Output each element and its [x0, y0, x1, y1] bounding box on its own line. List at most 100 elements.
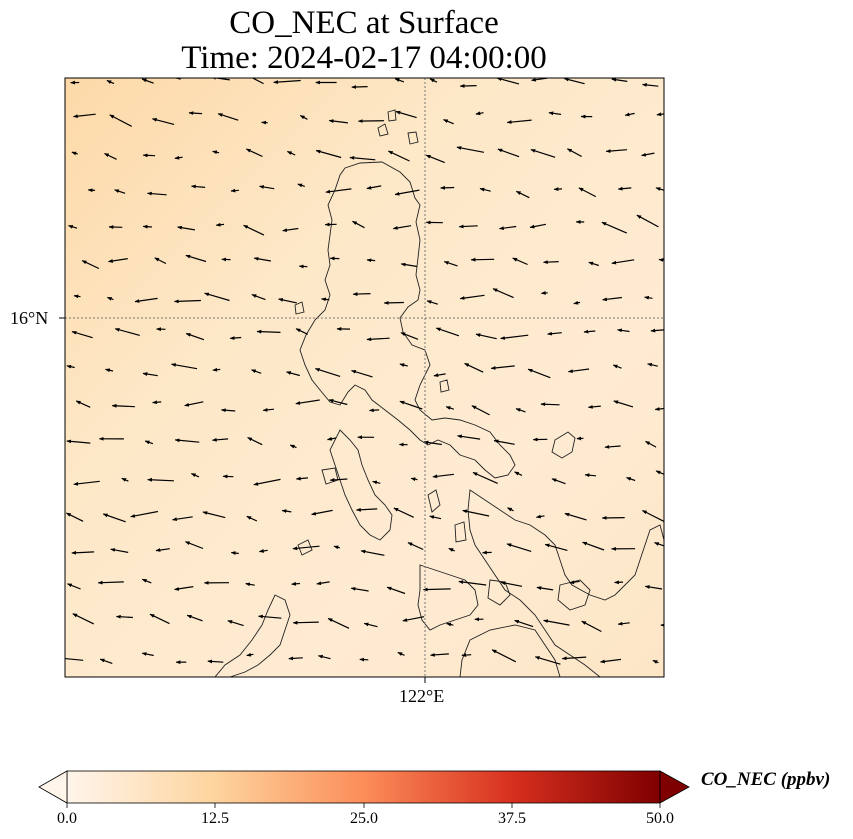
wind-arrow — [472, 471, 498, 484]
wind-arrow — [356, 507, 378, 512]
wind-arrow — [66, 439, 91, 444]
wind-arrow — [402, 616, 425, 622]
wind-arrow — [644, 585, 663, 590]
wind-arrow — [286, 150, 296, 156]
wind-arrow — [115, 614, 133, 619]
wind-arrow — [171, 363, 198, 370]
wind-arrow — [645, 440, 657, 448]
wind-arrow — [613, 400, 634, 408]
wind-arrow — [392, 225, 412, 230]
colorbar-tick-label: 12.5 — [201, 810, 229, 827]
wind-arrow — [602, 296, 622, 302]
wind-arrow — [506, 543, 532, 552]
wind-arrow — [426, 300, 438, 305]
wind-arrow — [251, 369, 262, 374]
wind-arrow — [636, 214, 659, 228]
coastline-islet — [387, 109, 397, 122]
wind-arrow — [99, 658, 113, 664]
wind-arrow — [141, 578, 152, 584]
wind-arrow — [211, 437, 229, 442]
wind-arrow — [496, 78, 520, 85]
wind-arrow — [65, 657, 84, 661]
wind-arrow — [448, 547, 456, 552]
wind-arrow — [422, 587, 451, 592]
wind-arrow — [229, 336, 242, 340]
wind-arrow — [278, 298, 297, 304]
wind-arrow — [155, 548, 170, 552]
wind-arrow — [333, 545, 341, 550]
wind-arrow — [188, 111, 203, 116]
wind-arrow — [259, 185, 275, 190]
wind-arrow — [383, 300, 404, 305]
wind-arrow — [470, 257, 495, 262]
wind-arrow — [110, 548, 129, 553]
wind-arrow — [184, 401, 204, 407]
wind-arrow — [246, 652, 254, 657]
wind-arrow — [134, 297, 158, 303]
wind-arrow — [327, 617, 350, 629]
wind-arrow — [601, 221, 628, 234]
wind-arrow — [581, 620, 602, 633]
wind-arrow — [588, 261, 599, 267]
wind-arrow — [71, 330, 93, 339]
wind-arrow — [387, 150, 410, 162]
wind-arrow — [142, 372, 158, 377]
coastline-islet — [297, 539, 313, 556]
wind-arrow — [641, 509, 664, 523]
coastline-islet — [454, 521, 467, 543]
wind-arrow — [71, 550, 95, 555]
wind-arrow — [475, 111, 484, 116]
wind-arrow — [644, 295, 653, 300]
wind-arrow — [251, 294, 266, 301]
wind-arrow — [423, 440, 442, 446]
wind-arrow — [500, 334, 529, 340]
wind-arrow — [111, 403, 135, 408]
wind-arrow — [114, 189, 126, 194]
wind-arrow — [190, 473, 200, 478]
wind-arrow — [211, 78, 230, 81]
wind-arrow — [253, 256, 272, 262]
wind-arrow — [527, 368, 551, 379]
wind-vectors — [65, 78, 664, 665]
coastline-islet — [439, 379, 450, 393]
wind-arrow — [147, 477, 174, 482]
wind-arrow — [612, 364, 622, 369]
colorbar-label: CO_NEC (ppbv) — [701, 769, 831, 790]
wind-arrow — [273, 79, 301, 85]
wind-arrow — [366, 337, 390, 342]
wind-arrow — [212, 367, 221, 372]
coastline-bataan — [329, 429, 393, 541]
wind-arrow — [366, 258, 376, 263]
wind-arrow — [230, 188, 239, 193]
lat-tick-label: 16°N — [10, 308, 49, 328]
wind-arrow — [569, 580, 580, 585]
wind-arrow — [292, 545, 320, 551]
wind-arrow — [281, 509, 292, 514]
map-title-line1: CO_NEC at Surface — [229, 5, 499, 41]
wind-arrow — [399, 363, 408, 367]
wind-arrow — [475, 333, 497, 340]
coastline-mindoro — [417, 564, 479, 631]
wind-arrow — [142, 153, 156, 158]
co-concentration-field — [65, 78, 664, 677]
wind-arrow — [540, 402, 560, 407]
wind-arrow — [490, 365, 515, 370]
wind-arrow — [121, 477, 129, 482]
wind-arrow — [149, 613, 170, 625]
wind-arrow — [87, 188, 96, 193]
wind-arrow — [351, 85, 368, 89]
wind-arrow — [515, 408, 526, 413]
wind-arrow — [566, 148, 582, 158]
wind-arrow — [394, 189, 420, 196]
wind-arrow — [295, 328, 308, 335]
wind-arrow — [314, 368, 341, 377]
colorbar-max-extend — [659, 770, 690, 804]
wind-arrow — [456, 146, 485, 153]
wind-arrow — [154, 257, 167, 265]
wind-arrow — [512, 257, 528, 266]
wind-arrow — [73, 294, 81, 299]
lon-tick-label: 122°E — [399, 686, 445, 706]
wind-arrow — [445, 406, 454, 410]
wind-arrow — [141, 652, 154, 657]
